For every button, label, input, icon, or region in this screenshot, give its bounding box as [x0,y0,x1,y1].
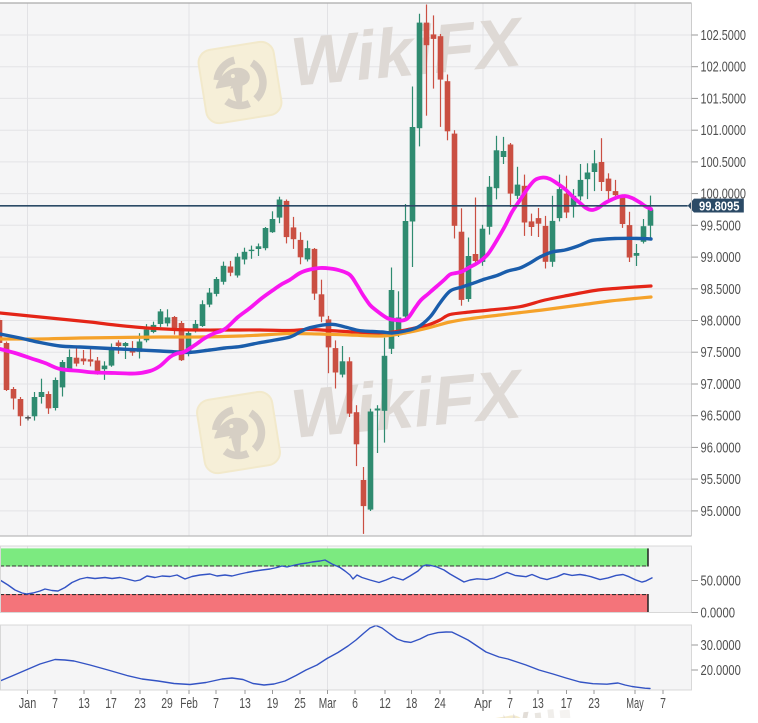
svg-text:96.5000: 96.5000 [701,409,741,425]
svg-text:98.0000: 98.0000 [701,314,741,330]
svg-text:29: 29 [161,696,173,712]
svg-text:101.0000: 101.0000 [701,123,747,139]
svg-text:Apr: Apr [474,696,492,712]
svg-text:102.0000: 102.0000 [701,60,747,76]
svg-text:18: 18 [406,696,418,712]
svg-text:101.5000: 101.5000 [701,91,747,107]
svg-text:13: 13 [78,696,90,712]
svg-text:100.0000: 100.0000 [701,187,747,203]
svg-text:19: 19 [267,696,279,712]
svg-text:7: 7 [213,696,219,712]
svg-text:24: 24 [434,696,446,712]
svg-text:99.8095: 99.8095 [699,199,740,213]
svg-text:12: 12 [379,696,391,712]
svg-text:25: 25 [294,696,306,712]
svg-text:Feb: Feb [180,696,198,712]
svg-text:97.5000: 97.5000 [701,345,741,361]
svg-text:96.0000: 96.0000 [701,440,741,456]
svg-text:Jan: Jan [19,696,37,712]
svg-text:102.5000: 102.5000 [701,28,747,44]
svg-text:95.5000: 95.5000 [701,472,741,488]
svg-text:13: 13 [239,696,251,712]
svg-text:17: 17 [561,696,573,712]
svg-text:98.5000: 98.5000 [701,282,741,298]
svg-text:23: 23 [134,696,146,712]
svg-text:7: 7 [507,696,513,712]
svg-text:97.0000: 97.0000 [701,377,741,393]
svg-text:7: 7 [660,696,666,712]
svg-text:13: 13 [532,696,544,712]
svg-text:17: 17 [105,696,117,712]
svg-text:99.5000: 99.5000 [701,218,741,234]
svg-text:95.0000: 95.0000 [701,504,741,520]
svg-text:6: 6 [352,696,358,712]
svg-text:0.0000: 0.0000 [701,606,736,622]
svg-text:7: 7 [52,696,58,712]
svg-text:100.5000: 100.5000 [701,155,747,171]
svg-text:99.0000: 99.0000 [701,250,741,266]
svg-text:Mar: Mar [319,696,337,712]
svg-text:May: May [626,696,644,712]
svg-text:20.0000: 20.0000 [701,663,741,679]
svg-text:23: 23 [588,696,600,712]
svg-text:30.0000: 30.0000 [701,638,741,654]
svg-text:50.0000: 50.0000 [701,574,741,590]
